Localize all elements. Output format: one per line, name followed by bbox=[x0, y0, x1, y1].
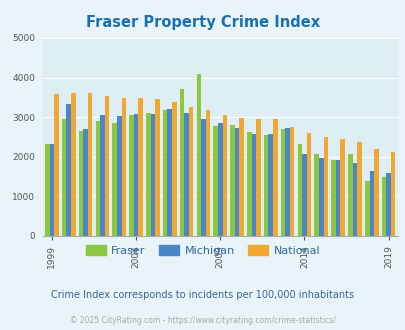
Bar bbox=[49, 144, 54, 236]
Bar bbox=[386, 173, 390, 236]
Bar bbox=[54, 94, 59, 236]
Bar bbox=[381, 177, 386, 236]
Bar bbox=[179, 89, 184, 236]
Bar bbox=[167, 109, 172, 236]
Bar bbox=[230, 125, 234, 236]
Bar bbox=[339, 139, 344, 236]
Bar bbox=[239, 118, 243, 236]
Bar bbox=[323, 137, 327, 236]
Bar bbox=[112, 123, 117, 236]
Bar bbox=[234, 128, 239, 236]
Bar bbox=[285, 128, 289, 236]
Bar bbox=[273, 119, 277, 236]
Bar bbox=[347, 154, 352, 236]
Bar bbox=[196, 74, 200, 236]
Bar bbox=[162, 110, 167, 236]
Bar bbox=[247, 132, 251, 236]
Bar bbox=[373, 149, 378, 236]
Bar bbox=[146, 113, 150, 236]
Bar bbox=[129, 115, 134, 236]
Bar bbox=[352, 163, 356, 236]
Bar bbox=[297, 144, 301, 236]
Text: © 2025 CityRating.com - https://www.cityrating.com/crime-statistics/: © 2025 CityRating.com - https://www.city… bbox=[70, 316, 335, 325]
Bar bbox=[318, 158, 323, 236]
Bar bbox=[188, 107, 193, 236]
Bar bbox=[268, 134, 273, 236]
Bar bbox=[172, 102, 176, 236]
Bar bbox=[217, 123, 222, 236]
Bar bbox=[306, 133, 311, 236]
Bar bbox=[79, 131, 83, 236]
Bar bbox=[364, 181, 369, 236]
Bar bbox=[335, 160, 339, 236]
Bar bbox=[83, 129, 87, 236]
Bar bbox=[356, 142, 361, 236]
Bar bbox=[134, 115, 138, 236]
Bar bbox=[155, 99, 159, 236]
Bar bbox=[95, 121, 100, 236]
Bar bbox=[117, 116, 121, 236]
Bar bbox=[256, 119, 260, 236]
Bar bbox=[280, 129, 285, 236]
Bar bbox=[251, 134, 256, 236]
Bar bbox=[369, 171, 373, 236]
Bar bbox=[150, 115, 155, 236]
Bar bbox=[45, 144, 49, 236]
Bar bbox=[87, 93, 92, 236]
Bar bbox=[205, 110, 210, 236]
Bar bbox=[330, 159, 335, 236]
Bar bbox=[263, 135, 268, 236]
Bar bbox=[390, 152, 394, 236]
Bar bbox=[222, 115, 226, 236]
Bar bbox=[71, 93, 75, 236]
Bar bbox=[314, 154, 318, 236]
Bar bbox=[301, 153, 306, 236]
Bar bbox=[184, 113, 188, 236]
Bar bbox=[100, 115, 104, 236]
Bar bbox=[200, 119, 205, 236]
Bar bbox=[121, 98, 126, 236]
Bar bbox=[62, 119, 66, 236]
Bar bbox=[213, 126, 217, 236]
Legend: Fraser, Michigan, National: Fraser, Michigan, National bbox=[81, 241, 324, 260]
Bar bbox=[104, 96, 109, 236]
Bar bbox=[289, 127, 294, 236]
Bar bbox=[138, 98, 143, 236]
Text: Fraser Property Crime Index: Fraser Property Crime Index bbox=[86, 15, 319, 30]
Text: Crime Index corresponds to incidents per 100,000 inhabitants: Crime Index corresponds to incidents per… bbox=[51, 290, 354, 300]
Bar bbox=[66, 104, 71, 236]
